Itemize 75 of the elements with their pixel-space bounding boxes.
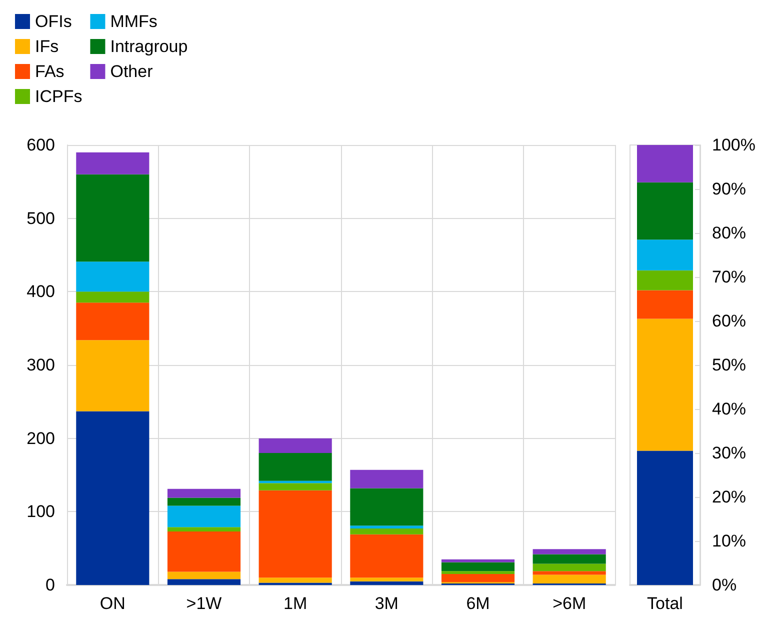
bar — [167, 527, 241, 532]
bar — [637, 450, 693, 585]
legend-label: Intragroup — [110, 37, 188, 56]
bar — [258, 483, 332, 490]
bar — [258, 453, 332, 481]
bar — [441, 571, 515, 574]
x-tick-label: Total — [647, 594, 683, 613]
bar — [258, 438, 332, 453]
bar — [76, 292, 150, 303]
bar — [637, 318, 693, 451]
x-tick-label: >1W — [186, 594, 222, 613]
bar — [76, 152, 150, 174]
bar — [76, 302, 150, 340]
bar — [76, 340, 150, 412]
x-tick-label: >6M — [552, 594, 586, 613]
y-tick-label: 80% — [712, 224, 746, 242]
y-tick-label: 40% — [712, 400, 746, 418]
y-tick-label: 70% — [712, 268, 746, 286]
legend-label: FAs — [35, 62, 64, 81]
y-tick-label: 100 — [26, 502, 55, 522]
bar — [532, 554, 606, 564]
bar — [637, 145, 693, 182]
y-tick-label: 400 — [26, 282, 55, 302]
bar — [258, 578, 332, 583]
y-tick-label: 100% — [712, 136, 756, 154]
y-tick-label: 50% — [712, 356, 746, 374]
bar — [637, 290, 693, 319]
bar — [532, 571, 606, 575]
bar — [258, 490, 332, 578]
y-tick-label: 30% — [712, 444, 746, 462]
y-tick-label: 90% — [712, 180, 746, 198]
bar — [350, 578, 424, 582]
x-tick-label: 3M — [374, 594, 398, 613]
bar — [637, 182, 693, 240]
y-tick-label: 0% — [712, 576, 737, 594]
legend-label: ICPFs — [35, 87, 82, 106]
bar — [350, 470, 424, 488]
bar — [532, 549, 606, 554]
bar — [167, 506, 241, 528]
x-tick-label: 1M — [284, 594, 308, 613]
bar — [167, 579, 241, 585]
legend-label: IFs — [35, 37, 59, 56]
legend-label: MMFs — [110, 12, 158, 31]
bar — [167, 531, 241, 572]
bar — [441, 559, 515, 562]
bar — [167, 498, 241, 506]
x-tick-label: ON — [100, 594, 126, 613]
bar — [637, 240, 693, 270]
bar — [532, 564, 606, 572]
y-tick-label: 20% — [712, 488, 746, 506]
y-tick-label: 0 — [46, 576, 55, 594]
y-tick-label: 500 — [26, 208, 55, 228]
bar — [350, 528, 424, 534]
bar — [76, 411, 150, 585]
bar — [441, 562, 515, 572]
bar — [532, 574, 606, 584]
bar — [350, 526, 424, 529]
bar — [76, 262, 150, 292]
y-tick-label: 200 — [26, 428, 55, 448]
x-tick-label: 6M — [466, 594, 490, 613]
y-tick-label: 300 — [26, 356, 55, 374]
bar — [258, 480, 332, 484]
bar — [350, 488, 424, 526]
y-tick-label: 10% — [712, 532, 746, 550]
bar — [350, 581, 424, 585]
y-tick-label: 60% — [712, 312, 746, 330]
bar — [441, 574, 515, 582]
bar — [350, 534, 424, 578]
legend-label: OFIs — [35, 12, 72, 31]
bar — [76, 174, 150, 262]
bar — [167, 488, 241, 498]
bar — [637, 270, 693, 290]
legend-label: Other — [110, 62, 154, 81]
y-tick-label: 600 — [26, 136, 55, 154]
bar — [167, 572, 241, 580]
